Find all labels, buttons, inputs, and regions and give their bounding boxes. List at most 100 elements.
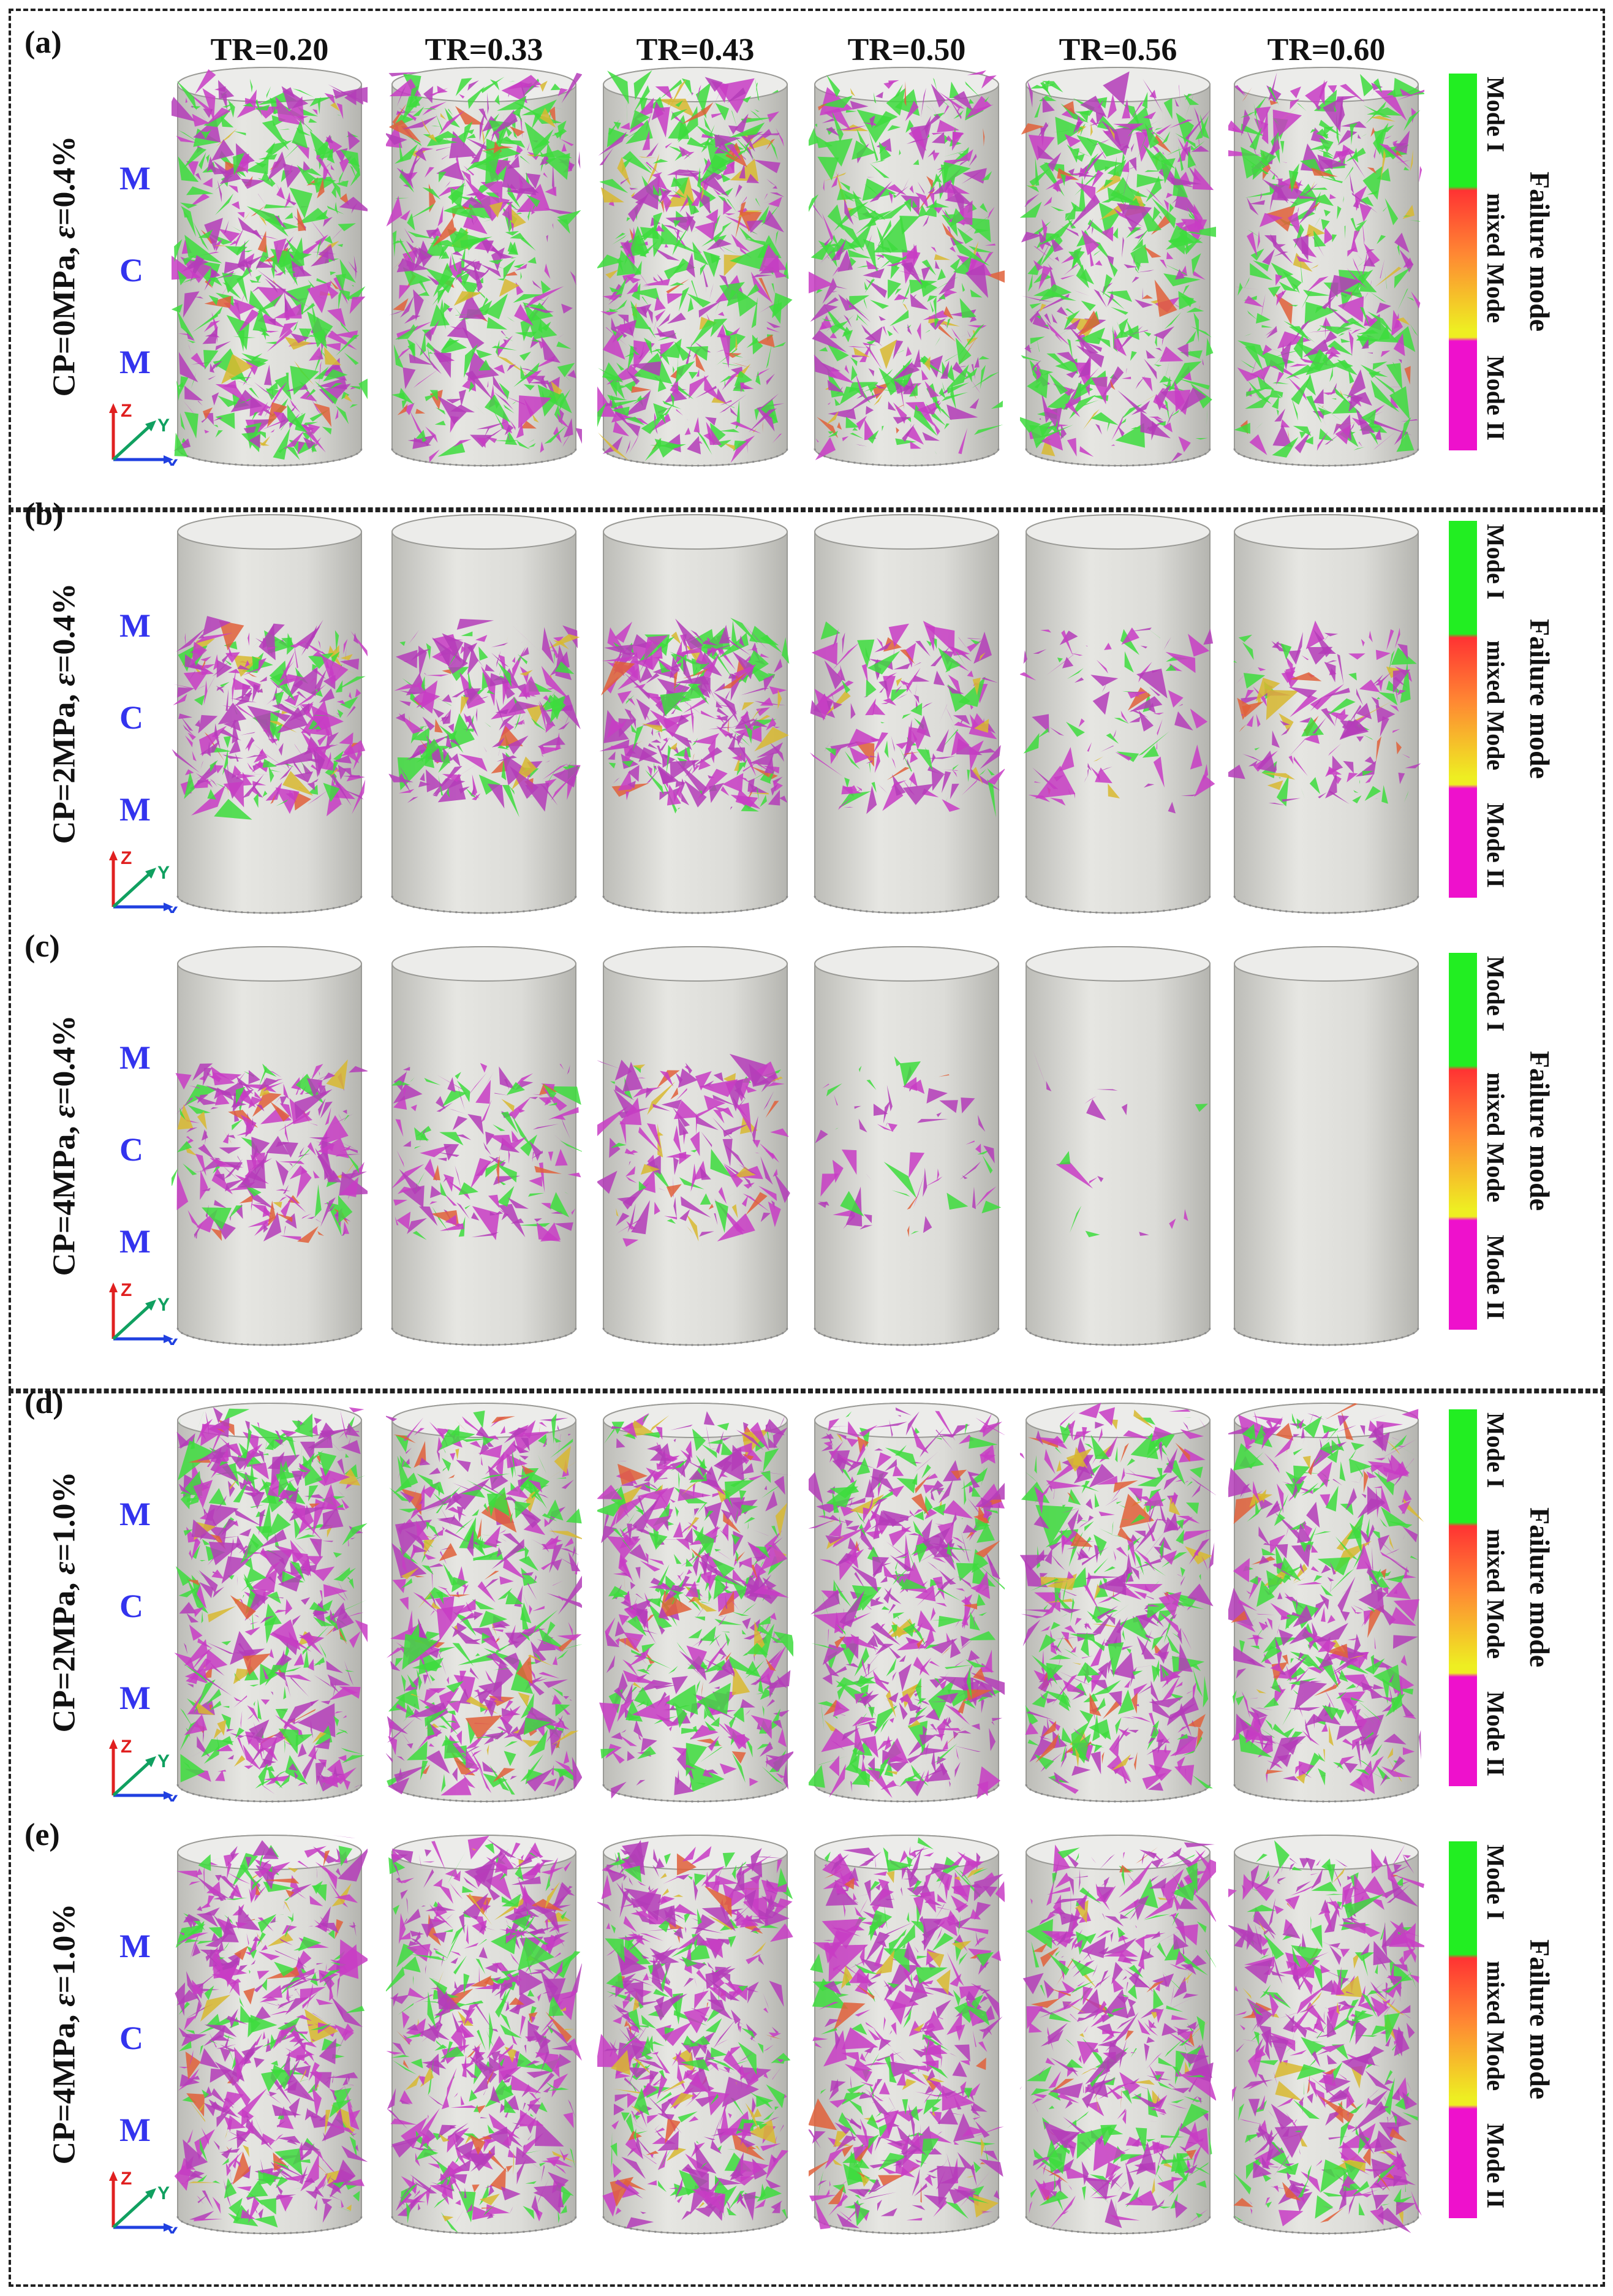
crack-facet <box>1029 308 1041 324</box>
crack-facet <box>213 425 219 428</box>
crack-facet <box>1185 110 1211 140</box>
crack-facet <box>327 330 357 350</box>
crack-facet <box>953 715 970 725</box>
crack-facet <box>676 714 689 727</box>
cylinder-bottom-rim <box>602 895 788 914</box>
crack-facet <box>210 306 223 320</box>
crack-facet <box>1061 630 1073 656</box>
crack-facet <box>1342 327 1353 334</box>
crack-facet <box>1138 710 1154 732</box>
zone-label-2: M <box>119 1223 151 1260</box>
crack-facet <box>456 1202 470 1219</box>
crack-facet <box>261 331 270 336</box>
crack-facet <box>867 651 901 675</box>
crack-facet <box>850 88 856 97</box>
crack-facet <box>1264 235 1277 246</box>
crack-facet <box>446 398 463 404</box>
crack-facet <box>1039 303 1046 313</box>
crack-facet <box>1290 672 1322 681</box>
crack-facet <box>854 1105 861 1109</box>
crack-facet <box>335 273 347 291</box>
cylinder-body <box>1026 946 1211 1346</box>
crack-facet <box>693 733 720 745</box>
crack-facet <box>1092 158 1124 173</box>
crack-facet <box>1346 317 1367 330</box>
crack-facet <box>946 1192 969 1210</box>
crack-facet <box>623 390 651 417</box>
crack-facet <box>1090 675 1119 686</box>
crack-facet <box>397 404 408 415</box>
crack-facet <box>944 423 950 430</box>
crack-facet <box>951 646 970 656</box>
crack-facet <box>752 334 763 355</box>
crack-facet <box>705 77 723 92</box>
crack-facet <box>1169 203 1174 213</box>
crack-facet <box>745 1085 757 1093</box>
crack-facet <box>266 328 293 352</box>
crack-facet <box>512 1130 519 1142</box>
crack-facet <box>666 1151 687 1159</box>
zone-label-2: M <box>119 1680 151 1716</box>
crack-facet <box>273 1202 282 1208</box>
crack-facet <box>1169 177 1202 186</box>
crack-facet <box>471 155 480 159</box>
crack-facet <box>1157 388 1166 396</box>
crack-facet <box>186 186 214 195</box>
crack-facet <box>1076 264 1089 289</box>
crack-facet <box>733 357 759 365</box>
crack-facet <box>309 97 332 107</box>
crack-facet <box>824 297 839 306</box>
crack-facet <box>210 1107 219 1110</box>
crack-facet <box>605 269 619 279</box>
crack-facet <box>338 765 347 780</box>
crack-facet <box>317 178 325 199</box>
crack-facet <box>639 666 652 683</box>
cylinder-top <box>177 514 362 550</box>
crack-facet <box>970 704 973 710</box>
crack-facet <box>1261 325 1272 328</box>
crack-facet <box>304 328 311 336</box>
crack-facet <box>1060 103 1089 123</box>
crack-facet <box>628 765 640 782</box>
crack-facet <box>711 113 725 118</box>
crack-facet <box>883 229 894 241</box>
crack-facet <box>409 85 419 111</box>
crack-facet <box>234 689 252 707</box>
crack-facet <box>1069 194 1100 229</box>
crack-facet <box>421 108 437 110</box>
crack-facet <box>325 160 334 169</box>
crack-facet <box>687 681 709 705</box>
crack-facet <box>1328 85 1337 94</box>
crack-facet <box>178 130 205 146</box>
crack-facet <box>622 1061 643 1092</box>
crack-facet <box>1020 417 1041 433</box>
crack-facet <box>230 719 238 730</box>
crack-facet <box>608 762 616 769</box>
crack-facet <box>1411 291 1421 309</box>
crack-facet <box>1324 227 1334 244</box>
cylinder-top <box>603 946 788 982</box>
crack-facet <box>242 773 265 798</box>
crack-facet <box>1125 227 1142 239</box>
crack-facet <box>684 746 690 763</box>
crack-facet <box>543 695 551 703</box>
crack-facet <box>818 347 828 352</box>
cylinder-bottom-rim <box>1025 1327 1211 1346</box>
crack-facet <box>739 162 746 179</box>
crack-facet <box>456 269 470 278</box>
crack-facet <box>1057 657 1063 663</box>
crack-facet <box>519 118 523 139</box>
crack-facet <box>328 1170 339 1183</box>
crack-facet <box>413 680 438 714</box>
crack-facet <box>487 784 505 809</box>
crack-facet <box>277 707 308 733</box>
crack-facet <box>1043 196 1052 206</box>
crack-facet <box>200 741 220 755</box>
crack-facet <box>445 733 452 749</box>
crack-facet <box>460 271 471 285</box>
crack-facet <box>935 260 940 270</box>
crack-facet <box>308 719 322 730</box>
crack-facet <box>662 400 682 409</box>
crack-facet <box>962 1175 968 1180</box>
crack-facet <box>1240 360 1256 369</box>
